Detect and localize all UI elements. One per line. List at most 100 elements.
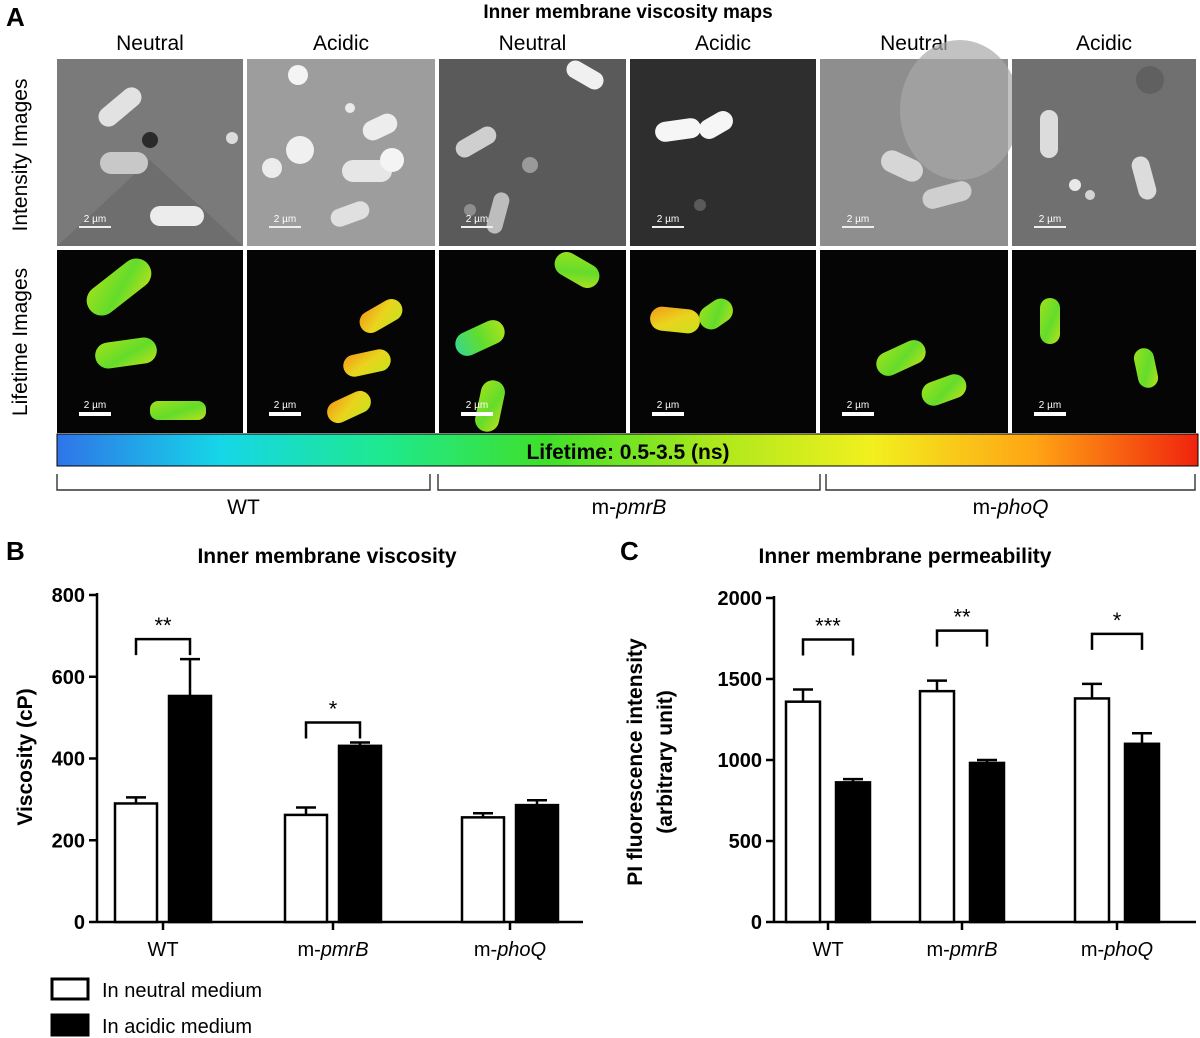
scale-bar (461, 412, 493, 416)
panel-a-title: Inner membrane viscosity maps (483, 2, 772, 23)
panel-a: A Inner membrane viscosity maps Neutral A… (6, 2, 1199, 519)
significance-bracket (801, 638, 855, 656)
scale-bar-label: 2 µm (1039, 214, 1061, 225)
group-label: WT (227, 496, 260, 519)
scale-bar (842, 226, 874, 228)
legend-swatch-neutral (50, 977, 90, 1001)
significance-label: * (329, 697, 338, 722)
panel-c-ylabel-2: (arbitrary unit) (654, 690, 677, 834)
legend-swatch-acidic (50, 1013, 90, 1037)
panel-c: C Inner membrane permeability PI fluores… (620, 536, 1196, 961)
scale-bar-label: 2 µm (466, 400, 488, 411)
scale-bar (842, 412, 874, 416)
y-tick-label: 600 (52, 667, 85, 689)
bar (918, 689, 956, 924)
row-label-lifetime: Lifetime Images (9, 268, 32, 416)
significance-label: ** (154, 613, 172, 638)
significance-label: *** (815, 614, 841, 639)
intensity-images-row (57, 40, 1196, 246)
bar (968, 761, 1006, 924)
lifetime-image-phoq-acidic (1012, 250, 1196, 433)
y-tick-label: 0 (751, 912, 762, 934)
scale-bar-label: 2 µm (274, 214, 296, 225)
column-header-2: Neutral (499, 32, 567, 55)
bar (167, 694, 213, 924)
group-label: m-pmrB (592, 496, 667, 519)
panel-c-title: Inner membrane permeability (759, 545, 1052, 568)
bar (1123, 742, 1161, 924)
y-tick-label: 2000 (718, 588, 763, 610)
column-header-1: Acidic (313, 32, 369, 55)
bar (834, 781, 872, 924)
panel-c-ylabel: PI fluorescence intensity (624, 638, 647, 886)
scale-bar (652, 412, 684, 416)
scale-bar (269, 226, 301, 228)
column-headers: Neutral Acidic Neutral Acidic Neutral Acidic (116, 32, 1132, 55)
bar (514, 803, 560, 924)
row-label-intensity: Intensity Images (9, 79, 32, 232)
significance-label: ** (953, 605, 971, 630)
x-tick-label: m-phoQ (474, 939, 546, 961)
scale-bar (79, 412, 111, 416)
y-tick-label: 1500 (718, 669, 763, 691)
legend-label-neutral: In neutral medium (102, 980, 262, 1002)
scale-bar-label: 2 µm (84, 214, 106, 225)
panel-b: B Inner membrane viscosity Viscosity (cP… (6, 536, 583, 961)
intensity-image-wt-acidic (247, 59, 435, 246)
x-tick-label: WT (812, 939, 843, 961)
intensity-image-phoq-acidic (1012, 59, 1196, 246)
scale-bar-label: 2 µm (274, 400, 296, 411)
bar (1073, 697, 1111, 924)
bar (113, 802, 159, 924)
bar (460, 816, 506, 924)
colorbar-label: Lifetime: 0.5-3.5 (ns) (526, 441, 729, 464)
panel-b-ylabel: Viscosity (cP) (14, 688, 37, 825)
y-tick-label: 800 (52, 585, 85, 607)
scale-bar (269, 412, 301, 416)
significance-bracket (935, 629, 989, 647)
bar (283, 813, 329, 924)
panel-c-letter: C (620, 536, 639, 566)
bar (337, 744, 383, 924)
y-tick-label: 200 (52, 830, 85, 852)
panel-b-title: Inner membrane viscosity (197, 545, 456, 568)
significance-bracket (134, 637, 192, 656)
scale-bar-label: 2 µm (84, 400, 106, 411)
legend-label-acidic: In acidic medium (102, 1016, 252, 1038)
legend: In neutral medium In acidic medium (50, 977, 262, 1038)
scale-bar (461, 226, 493, 228)
intensity-image-pmrb-acidic (630, 59, 816, 246)
y-tick-label: 1000 (718, 750, 763, 772)
x-tick-label: m-pmrB (297, 939, 368, 961)
group-bracket (56, 474, 431, 491)
scale-bar-label: 2 µm (466, 214, 488, 225)
column-header-0: Neutral (116, 32, 184, 55)
lifetime-images-row (57, 250, 1196, 433)
lifetime-image-pmrb-acidic (630, 250, 816, 433)
intensity-image-wt-neutral (57, 59, 243, 246)
scale-bar (1034, 226, 1066, 228)
group-bracket (825, 474, 1196, 491)
x-tick-label: m-phoQ (1081, 939, 1153, 961)
scale-bar (652, 226, 684, 228)
scale-bar-label: 2 µm (1039, 400, 1061, 411)
scale-bars: 2 µm 2 µm 2 µm 2 µm 2 µm 2 µm 2 µm 2 µm 2 µm 2 µm… (79, 214, 1066, 416)
scale-bar-label: 2 µm (847, 400, 869, 411)
x-tick-label: WT (147, 939, 178, 961)
panel-a-letter: A (6, 2, 25, 32)
lifetime-colorbar (56, 433, 1199, 467)
y-tick-label: 500 (729, 831, 762, 853)
column-header-3: Acidic (695, 32, 751, 55)
scale-bar (1034, 412, 1066, 416)
intensity-image-pmrb-neutral (439, 59, 626, 246)
scale-bar-label: 2 µm (657, 400, 679, 411)
bar (784, 700, 822, 924)
panel-b-letter: B (6, 536, 25, 566)
intensity-image-phoq-neutral (820, 40, 1020, 246)
significance-label: * (1113, 608, 1122, 633)
y-tick-label: 400 (52, 749, 85, 771)
